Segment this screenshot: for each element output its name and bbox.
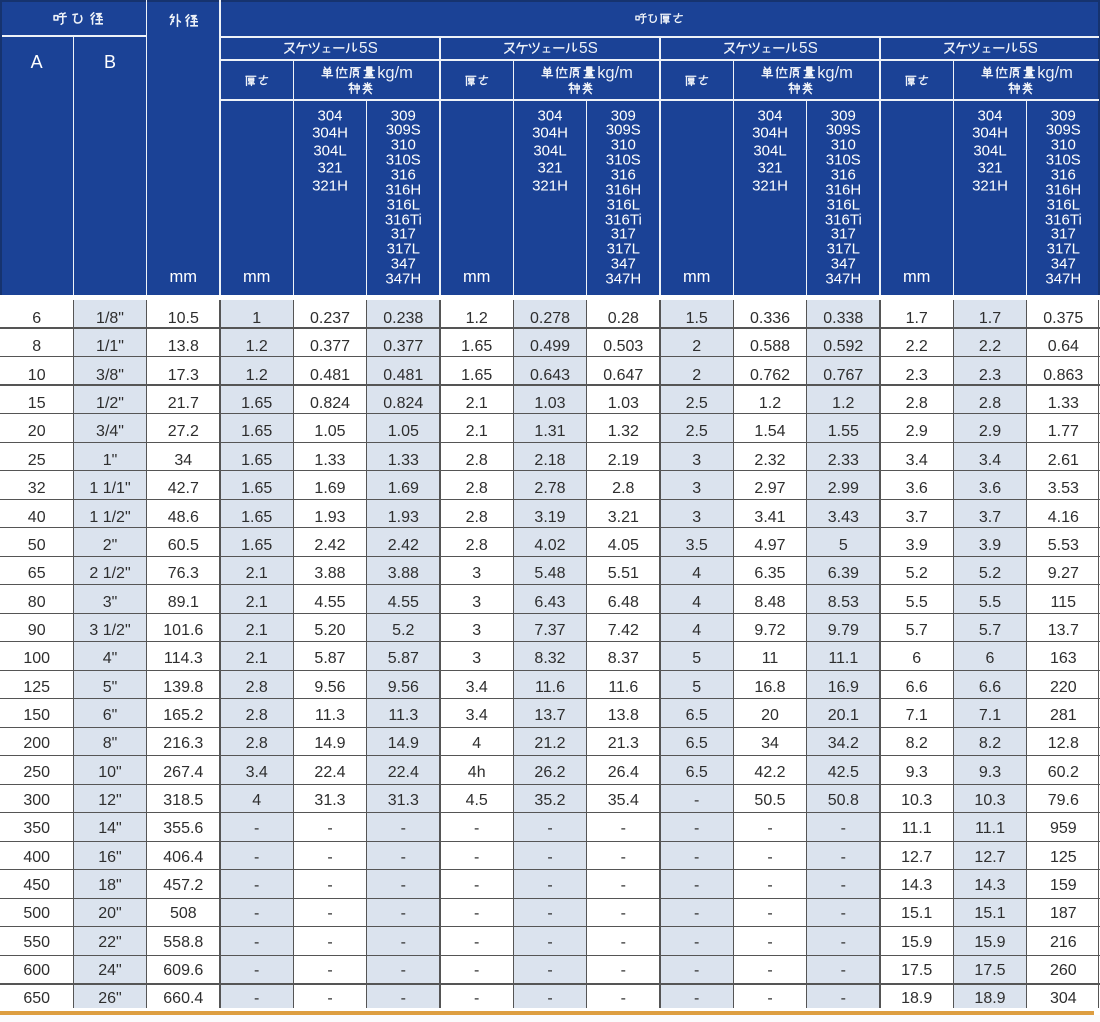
svg-text:kg/m: kg/m — [377, 64, 413, 82]
svg-text:5S: 5S — [798, 41, 817, 58]
svg-text:5S: 5S — [578, 41, 597, 58]
svg-text:5S: 5S — [1018, 41, 1037, 58]
svg-text:kg/m: kg/m — [597, 64, 633, 82]
svg-text:kg/m: kg/m — [817, 64, 853, 82]
svg-text:kg/m: kg/m — [1037, 64, 1073, 82]
svg-text:5S: 5S — [358, 41, 377, 58]
